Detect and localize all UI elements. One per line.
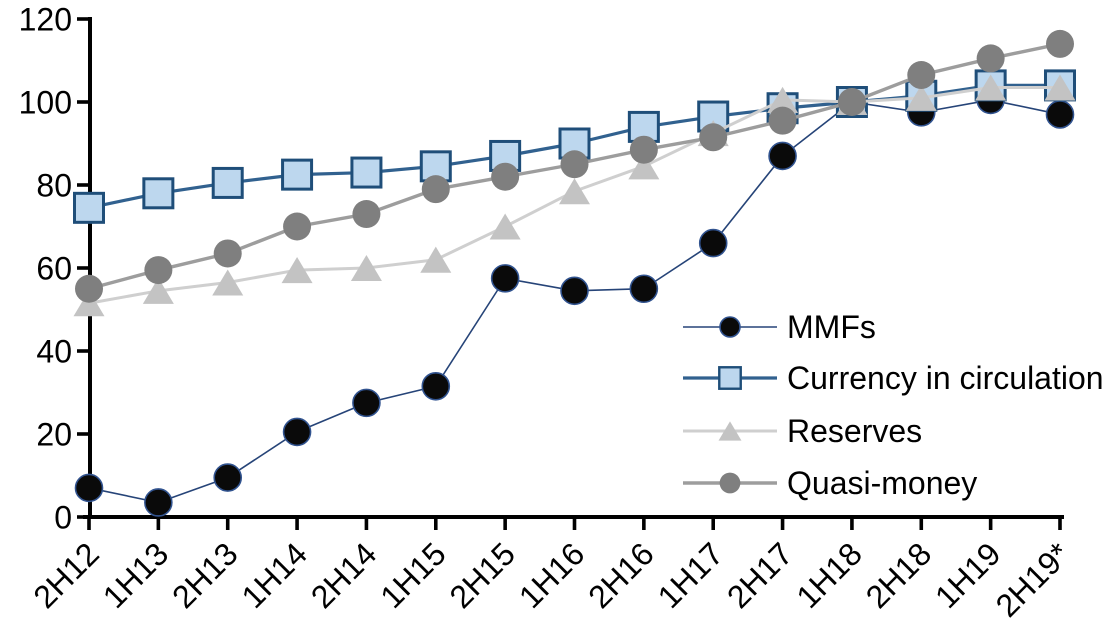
legend-item-currency-in-circulation: Currency in circulation — [683, 360, 1104, 396]
data-point — [905, 84, 937, 111]
data-point — [281, 158, 314, 191]
legend-label: Reserves — [787, 413, 922, 449]
data-point — [837, 88, 866, 116]
data-point — [420, 246, 452, 273]
data-point — [212, 269, 244, 296]
x-axis-tick-label: 2H18 — [859, 535, 939, 615]
data-point — [421, 371, 451, 401]
data-point — [1044, 74, 1076, 101]
data-point — [350, 254, 382, 282]
legend-item-mmfs: MMFs — [683, 309, 876, 345]
legend-marker-triangle-icon — [718, 421, 742, 441]
data-point — [628, 153, 660, 180]
data-point — [352, 388, 381, 418]
data-point — [768, 106, 797, 135]
x-axis-tick-label: 1H13 — [96, 535, 176, 615]
data-point — [698, 228, 728, 258]
x-axis-tick-label: 2H16 — [581, 535, 661, 615]
data-point — [350, 156, 383, 189]
x-axis-tick-label: 1H14 — [234, 535, 314, 615]
data-point — [976, 44, 1005, 73]
data-point — [489, 139, 522, 172]
y-axis-tick-label: 60 — [36, 251, 72, 287]
data-point — [767, 86, 799, 113]
data-point — [282, 417, 312, 447]
y-axis-tick-label: 0 — [54, 500, 72, 536]
data-point — [560, 150, 589, 179]
y-axis-tick-label: 20 — [36, 417, 72, 453]
x-axis-tick-label: 2H14 — [304, 535, 384, 615]
data-point — [975, 74, 1007, 101]
x-axis-tick-label: 2H13 — [165, 535, 245, 615]
data-point — [142, 177, 175, 210]
data-point — [213, 239, 242, 268]
data-point — [768, 141, 797, 171]
y-axis-tick-label: 120 — [19, 2, 72, 38]
data-point — [73, 191, 105, 224]
data-point — [558, 178, 590, 205]
data-point — [699, 123, 728, 152]
data-point — [629, 274, 659, 304]
data-point — [75, 274, 103, 303]
legend-marker-square-icon — [718, 366, 742, 390]
data-point — [421, 175, 450, 204]
x-axis-tick-label: 2H15 — [443, 535, 523, 615]
y-axis-tick-label: 80 — [36, 168, 72, 204]
data-point — [489, 213, 521, 240]
y-axis-tick-label: 40 — [36, 334, 72, 370]
y-axis-tick-label: 100 — [19, 85, 72, 121]
x-axis-tick-label: 2H19* — [989, 535, 1077, 623]
data-point — [74, 473, 104, 503]
x-axis-tick-label: 1H16 — [512, 535, 592, 615]
legend: MMFs Currency in circulation Reserves Quasi… — [683, 309, 1104, 501]
legend-label: Quasi-money — [787, 465, 977, 501]
x-axis-tick-label: 2H17 — [720, 535, 800, 615]
data-point — [352, 200, 381, 229]
data-point — [281, 257, 313, 284]
legend-label: Currency in circulation — [787, 360, 1104, 396]
data-point — [73, 290, 105, 317]
data-point — [211, 166, 244, 199]
data-point — [1045, 29, 1074, 58]
data-point — [213, 463, 243, 492]
legend-marker-circle-icon — [719, 472, 741, 494]
data-point — [1045, 100, 1075, 129]
data-point — [490, 264, 520, 293]
data-point — [629, 135, 658, 164]
data-point — [142, 277, 174, 304]
x-axis-tick-label: 1H15 — [373, 535, 453, 615]
series-quasi-money — [75, 29, 1074, 303]
legend-label: MMFs — [787, 309, 876, 345]
legend-item-reserves: Reserves — [683, 413, 922, 449]
data-point — [907, 61, 936, 90]
legend-item-quasi-money: Quasi-money — [683, 465, 977, 501]
x-axis-tick-label: 1H18 — [789, 535, 869, 615]
data-point — [283, 212, 312, 241]
data-point — [560, 276, 589, 306]
legend-marker-circle-icon — [719, 316, 741, 338]
data-point — [144, 488, 173, 517]
data-point — [144, 256, 173, 285]
data-point — [491, 162, 520, 191]
x-axis-tick-label: 1H17 — [651, 535, 731, 615]
x-axis-tick-label: 2H12 — [26, 535, 106, 615]
